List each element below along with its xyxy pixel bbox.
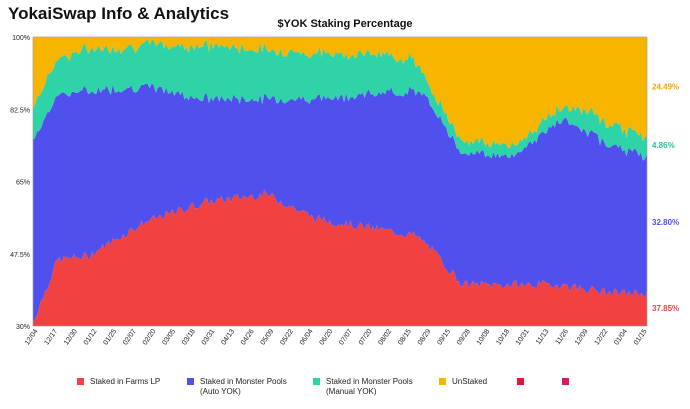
x-tick-label: 10/31 [515, 328, 531, 346]
x-tick-label: 08/29 [417, 328, 433, 346]
x-tick-label: 05/22 [279, 328, 295, 346]
legend-label-auto: Staked in Monster Pools (Auto YOK) [200, 377, 287, 396]
legend-item-extra-1[interactable] [517, 377, 530, 387]
chart-title: $YOK Staking Percentage [277, 18, 412, 30]
legend-swatch [313, 378, 320, 385]
x-tick-label: 10/18 [495, 328, 511, 346]
area-unstaked [33, 37, 647, 149]
x-tick-label: 11/13 [535, 328, 551, 346]
legend-label: UnStaked [452, 377, 488, 386]
x-tick-label: 01/04 [613, 328, 629, 346]
x-tick-label: 02/07 [122, 328, 138, 346]
legend-swatch [439, 378, 446, 385]
legend-item-farms[interactable]: Staked in Farms LP [77, 377, 160, 387]
y-tick-label: 47.5% [10, 252, 30, 259]
x-tick-label: 04/26 [240, 328, 256, 346]
legend-swatch [187, 378, 194, 385]
legend-label: Staked in Farms LP [90, 377, 161, 386]
x-tick-label: 12/22 [594, 328, 610, 346]
area-monster_manual [33, 39, 647, 161]
end-label-monster_auto: 32.80% [652, 218, 679, 227]
x-tick-label: 05/09 [260, 328, 276, 346]
x-tick-label: 01/12 [83, 328, 99, 346]
x-tick-label: 03/05 [161, 328, 177, 346]
x-tick-label: 12/17 [43, 328, 59, 346]
x-tick-label: 07/07 [338, 328, 354, 346]
area-monster_auto [33, 83, 647, 322]
legend-item-monster-manual[interactable]: Staked in Monster Pools (Manual YOK) [313, 377, 413, 397]
plot-frame [32, 36, 648, 327]
x-tick-label: 03/31 [201, 328, 217, 346]
x-tick-label: 08/02 [377, 328, 393, 346]
end-label-monster_manual: 4.86% [652, 141, 675, 150]
area-farms [33, 189, 647, 326]
legend-swatch [77, 378, 84, 385]
x-tick-label: 09/28 [456, 328, 472, 346]
x-tick-label: 10/08 [476, 328, 492, 346]
x-tick-label: 12/09 [574, 328, 590, 346]
x-axis: 12/04 12/17 12/30 01/12 01/25 02/07 02/20 03/05… [24, 328, 649, 346]
y-tick-label: 30% [16, 324, 30, 331]
x-tick-label: 09/15 [436, 328, 452, 346]
legend-item-monster-auto[interactable]: Staked in Monster Pools (Auto YOK) [187, 377, 287, 397]
y-tick-label: 82.5% [10, 107, 30, 114]
x-tick-label: 11/26 [555, 328, 571, 346]
x-tick-label: 06/04 [299, 328, 315, 346]
x-tick-label: 01/15 [633, 328, 649, 346]
x-tick-label: 08/15 [397, 328, 413, 346]
x-tick-label: 01/25 [102, 328, 118, 346]
y-tick-label: 100% [12, 35, 30, 42]
x-tick-label: 07/20 [358, 328, 374, 346]
y-tick-label: 65% [16, 180, 30, 187]
y-axis: 30% 47.5% 65% 82.5% 100% [10, 35, 30, 331]
legend-label-manual: Staked in Monster Pools (Manual YOK) [326, 377, 413, 396]
x-tick-label: 03/18 [181, 328, 197, 346]
legend-swatch [562, 378, 569, 385]
x-tick-label: 04/13 [220, 328, 236, 346]
end-label-farms: 37.85% [652, 304, 679, 313]
x-tick-label: 06/20 [319, 328, 335, 346]
x-tick-label: 12/30 [63, 328, 79, 346]
stacked-areas [33, 37, 647, 326]
legend-swatch [517, 378, 524, 385]
end-labels: 37.85% 32.80% 4.86% 24.49% [652, 83, 679, 313]
app-title: YokaiSwap Info & Analytics [8, 4, 230, 23]
legend-item-extra-2[interactable] [562, 377, 575, 387]
end-label-unstaked: 24.49% [652, 83, 679, 92]
legend-item-unstaked[interactable]: UnStaked [439, 377, 487, 387]
x-tick-label: 02/20 [142, 328, 158, 346]
